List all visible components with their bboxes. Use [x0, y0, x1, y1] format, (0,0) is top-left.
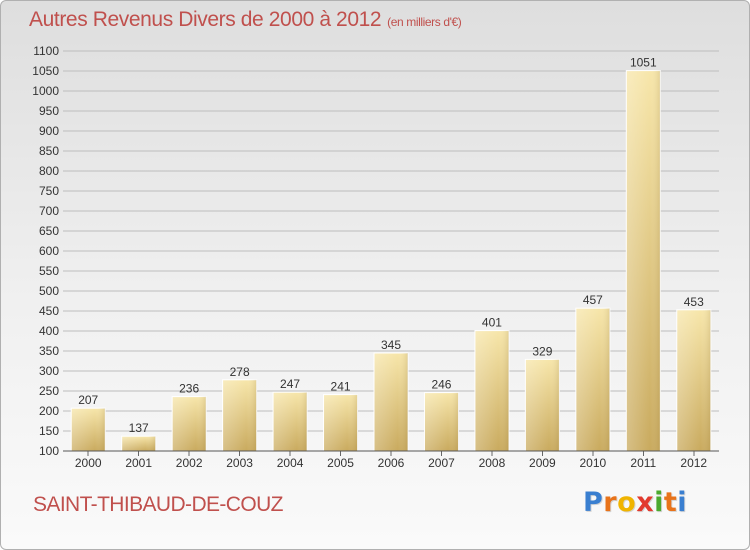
chart-title-main: Autres Revenus Divers de 2000 à 2012	[29, 8, 382, 31]
x-tick-label: 2007	[428, 456, 455, 470]
bars	[70, 70, 712, 452]
y-tick-label: 400	[39, 324, 59, 338]
logo-letter: P	[583, 487, 604, 518]
data-label-2006: 345	[381, 338, 401, 352]
bar-shade-2012	[676, 309, 711, 451]
bar-shade-2011	[626, 70, 661, 451]
x-tick-label: 2001	[125, 456, 152, 470]
y-tick-label: 350	[39, 344, 59, 358]
data-label-2007: 246	[431, 378, 451, 392]
x-axis-ticks: 2000 2001 2002 2003 2004 2005 2006 2007 2008 2009…	[75, 451, 707, 470]
bar-shade-2001	[121, 436, 156, 451]
bar-shade-2006	[374, 353, 408, 451]
data-label-2009: 329	[532, 344, 552, 358]
y-tick-label: 900	[39, 124, 59, 138]
y-tick-label: 150	[39, 424, 59, 438]
y-tick-label: 450	[39, 304, 59, 318]
y-tick-label: 950	[39, 104, 59, 118]
y-tick-label: 600	[39, 244, 59, 258]
y-tick-label: 850	[39, 144, 59, 158]
logo-letter: o	[617, 487, 637, 518]
bar-shade-2009	[525, 359, 560, 451]
logo-letter: i	[677, 487, 688, 518]
chart-title: Autres Revenus Divers de 2000 à 2012 (en …	[29, 8, 462, 32]
x-tick-label: 2005	[327, 456, 354, 470]
bar-shade-2004	[273, 392, 308, 451]
logo-letter: t	[663, 487, 678, 518]
bar-shade-2000	[71, 408, 106, 451]
logo-letter: i	[654, 487, 664, 518]
logo-letter: x	[636, 487, 655, 518]
x-tick-label: 2011	[630, 456, 656, 470]
y-tick-label: 300	[39, 364, 59, 378]
data-label-2008: 401	[482, 316, 502, 330]
y-tick-label: 1000	[32, 84, 59, 98]
proxiti-logo[interactable]: Proxiti	[583, 487, 687, 518]
data-label-2001: 137	[129, 421, 149, 435]
y-tick-label: 550	[39, 264, 59, 278]
y-tick-label: 250	[39, 384, 59, 398]
y-tick-label: 750	[39, 184, 59, 198]
y-tick-label: 700	[39, 204, 59, 218]
data-label-2002: 236	[179, 382, 199, 396]
x-tick-label: 2012	[680, 456, 707, 470]
x-tick-label: 2003	[226, 456, 253, 470]
data-label-2010: 457	[583, 293, 603, 307]
x-tick-label: 2000	[75, 456, 102, 470]
data-label-2012: 453	[684, 295, 704, 309]
data-label-2000: 207	[78, 393, 98, 407]
data-label-2003: 278	[230, 365, 250, 379]
y-tick-label: 800	[39, 164, 59, 178]
data-label-2005: 241	[331, 380, 351, 394]
y-tick-label: 500	[39, 284, 59, 298]
x-tick-label: 2010	[579, 456, 606, 470]
y-tick-label: 650	[39, 224, 59, 238]
x-tick-label: 2006	[378, 456, 405, 470]
chart-title-unit: (en milliers d'€)	[387, 15, 462, 29]
x-tick-label: 2002	[176, 456, 203, 470]
logo-letter: r	[603, 487, 618, 518]
bar-shade-2003	[222, 379, 257, 451]
bar-shade-2005	[323, 394, 358, 451]
data-labels: 207 137 236 278 247 241 345 246 401 329 457 1051 453	[78, 56, 704, 436]
x-tick-label: 2004	[277, 456, 304, 470]
commune-name: SAINT-THIBAUD-DE-COUZ	[33, 493, 284, 516]
x-tick-label: 2009	[529, 456, 556, 470]
data-label-2011: 1051	[630, 56, 657, 70]
bar-shade-2008	[474, 330, 509, 451]
y-tick-label: 1050	[32, 64, 59, 78]
y-tick-label: 200	[39, 404, 59, 418]
bar-shade-2002	[172, 396, 207, 451]
x-tick-label: 2008	[479, 456, 506, 470]
bar-shade-2007	[424, 392, 459, 451]
bar-shade-2010	[575, 308, 610, 451]
data-label-2004: 247	[280, 377, 300, 391]
y-tick-label: 100	[39, 444, 59, 458]
y-tick-label: 1100	[33, 44, 59, 58]
y-axis-ticks: 100 150 200 250 300 350 400 450 500 550 600 650 700 7…	[32, 44, 59, 458]
